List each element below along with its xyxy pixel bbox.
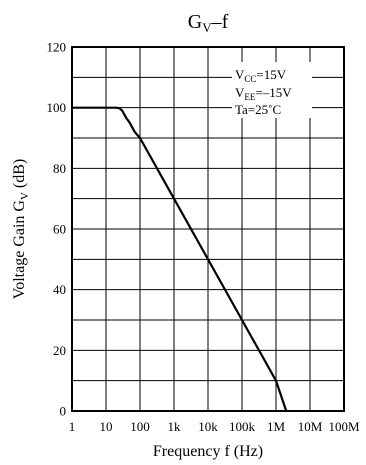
conditions-box-background: [232, 62, 312, 118]
y-axis-label: Voltage Gain GV (dB): [11, 159, 31, 300]
x-tick-label-3: 1k: [168, 419, 182, 434]
x-axis-label: Frequency f (Hz): [153, 443, 263, 460]
plot-frame: [71, 46, 345, 412]
y-tick-label-5: 100: [47, 100, 67, 115]
ylabel-sub: V: [19, 192, 31, 200]
y-tick-label-1: 20: [53, 343, 66, 358]
annotation-vee: VEE=–15V: [235, 85, 292, 102]
title-tail: –f: [211, 11, 229, 33]
series-layer: [72, 106, 288, 412]
title-main: G: [188, 11, 202, 33]
chart-title: GV–f: [188, 11, 229, 35]
x-tick-label-5: 100k: [229, 419, 256, 434]
annotation-vcc: VCC=15V: [235, 67, 287, 84]
y-tick-label-4: 80: [53, 161, 66, 176]
annotation-vee-main: V: [235, 85, 245, 100]
y-tick-label-0: 0: [60, 404, 67, 419]
title-sub: V: [202, 20, 212, 35]
annotation-vcc-tail: =15V: [256, 67, 286, 82]
y-tick-label-3: 60: [53, 222, 66, 237]
tick-labels: 1 10 100 1k 10k 100k 1M 10M 100M 0 20 40 60 80 100 120: [47, 40, 360, 435]
annotation-vcc-sub: CC: [244, 74, 256, 84]
annotation-vcc-main: V: [235, 67, 245, 82]
x-tick-label-2: 100: [130, 419, 150, 434]
x-tick-label-7: 10M: [298, 419, 323, 434]
x-tick-label-8: 100M: [328, 419, 360, 434]
series-line-0: [72, 106, 288, 412]
ylabel-main: Voltage Gain G: [11, 200, 28, 300]
y-tick-label-2: 40: [53, 282, 66, 297]
annotation-ta: Ta=25˚C: [235, 102, 281, 117]
y-tick-label-6: 120: [47, 40, 67, 55]
ylabel-tail: (dB): [11, 159, 28, 192]
x-tick-label-4: 10k: [198, 419, 218, 434]
annotation-vee-sub: EE: [244, 92, 255, 102]
x-tick-label-1: 10: [100, 419, 113, 434]
annotation-vee-tail: =–15V: [255, 85, 292, 100]
x-tick-label-6: 1M: [267, 419, 286, 434]
x-tick-label-0: 1: [69, 419, 76, 434]
